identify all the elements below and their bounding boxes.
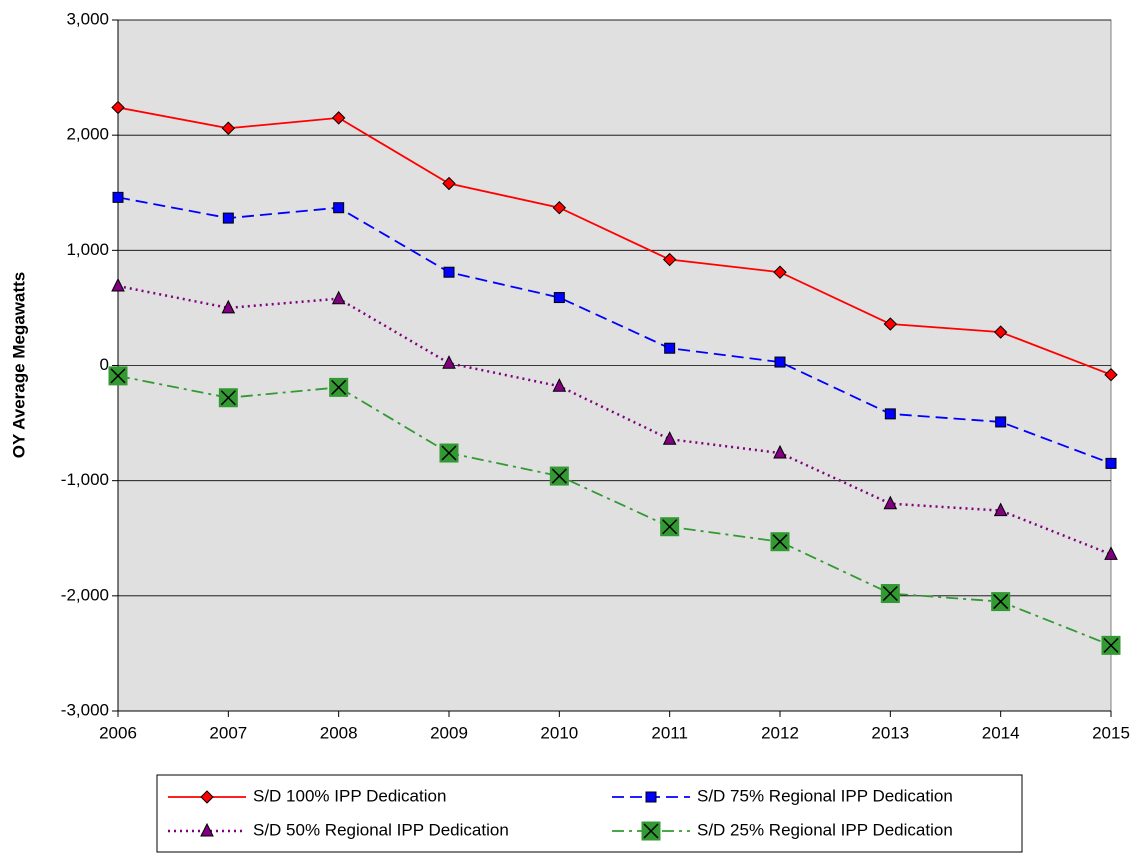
legend — [156, 774, 1023, 853]
x-tick-label: 2006 — [99, 723, 137, 742]
y-tick-label: -2,000 — [61, 585, 109, 604]
data-point — [439, 443, 459, 463]
x-tick-label: 2009 — [430, 723, 468, 742]
x-tick-label: 2010 — [540, 723, 578, 742]
data-point — [773, 265, 787, 279]
legend-marker — [200, 822, 214, 837]
y-tick-label: 3,000 — [66, 9, 109, 28]
data-point — [662, 431, 677, 445]
data-point — [442, 355, 456, 369]
data-point — [880, 584, 900, 604]
data-point — [770, 532, 790, 552]
data-point — [222, 212, 234, 224]
x-tick-label: 2014 — [982, 723, 1020, 742]
x-tick-label: 2008 — [320, 723, 358, 742]
data-point — [1104, 368, 1118, 382]
legend-label: S/D 50% Regional IPP Dedication — [253, 820, 509, 839]
data-point — [991, 592, 1011, 612]
x-tick-label: 2011 — [651, 723, 688, 742]
data-point — [995, 416, 1007, 428]
legend-label: S/D 75% Regional IPP Dedication — [697, 786, 953, 805]
y-axis-label: OY Average Megawatts — [9, 272, 28, 458]
data-point — [218, 388, 238, 408]
y-tick-label: 1,000 — [66, 240, 109, 259]
data-point — [221, 299, 236, 314]
legend-label: S/D 100% IPP Dedication — [253, 786, 446, 805]
data-point — [993, 502, 1008, 517]
data-point — [1104, 546, 1118, 560]
data-point — [993, 325, 1008, 339]
y-tick-label: 0 — [100, 355, 109, 374]
x-tick-label: 2013 — [871, 723, 909, 742]
data-point — [553, 292, 565, 304]
data-point — [883, 495, 898, 510]
data-point — [333, 202, 345, 214]
data-point — [774, 356, 786, 368]
data-point — [111, 277, 125, 292]
data-point — [660, 517, 680, 537]
legend-marker — [641, 821, 661, 841]
y-tick-label: -3,000 — [61, 700, 109, 719]
data-point — [773, 444, 787, 459]
x-tick-label: 2015 — [1092, 723, 1130, 742]
data-point — [552, 201, 567, 215]
data-point — [329, 377, 349, 397]
legend-label: S/D 25% Regional IPP Dedication — [697, 820, 953, 839]
data-point — [111, 100, 125, 115]
data-point — [1101, 635, 1121, 655]
series-line — [117, 374, 1112, 647]
data-point — [662, 252, 677, 267]
legend-marker — [645, 791, 657, 803]
data-point — [221, 121, 236, 135]
data-point — [442, 176, 456, 191]
data-point — [108, 366, 128, 386]
series-line — [117, 196, 1112, 465]
y-tick-label: -1,000 — [61, 470, 109, 489]
data-point — [331, 290, 346, 305]
data-point — [664, 342, 676, 354]
data-point — [112, 191, 124, 203]
legend-marker — [200, 790, 214, 804]
y-tick-label: 2,000 — [66, 125, 109, 144]
data-point — [552, 378, 567, 392]
x-tick-label: 2007 — [209, 723, 247, 742]
data-point — [549, 466, 569, 486]
data-point — [443, 266, 455, 278]
data-point — [331, 111, 346, 125]
x-tick-label: 2012 — [761, 723, 799, 742]
data-point — [884, 408, 896, 420]
data-point — [1105, 457, 1117, 469]
data-point — [883, 317, 898, 331]
series-line — [117, 106, 1112, 376]
